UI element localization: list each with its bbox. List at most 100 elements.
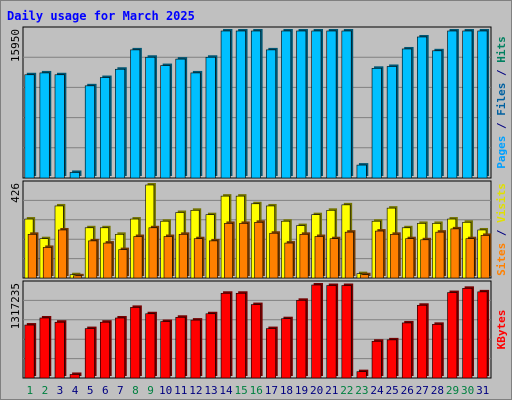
bar-kbytes-day-20 bbox=[311, 284, 322, 379]
day-label-7: 7 bbox=[117, 384, 124, 397]
bar-sites-day-4 bbox=[73, 275, 83, 279]
bar-kbytes-day-13 bbox=[205, 313, 216, 379]
bar-sites-day-22 bbox=[344, 231, 354, 279]
day-label-28: 28 bbox=[431, 384, 444, 397]
day-label-14: 14 bbox=[219, 384, 233, 397]
bar-kbytes-day-24 bbox=[371, 340, 382, 379]
bar-hits-day-17 bbox=[266, 49, 277, 179]
bar-hits-day-1 bbox=[24, 74, 35, 179]
bar-hits-day-27 bbox=[417, 36, 427, 179]
axis-label-top: Pages / Files / Hits bbox=[495, 36, 508, 169]
bar-hits-day-19 bbox=[296, 30, 307, 179]
axis-label-part: Files bbox=[495, 83, 508, 116]
bar-sites-day-16 bbox=[254, 222, 264, 279]
bar-kbytes-day-11 bbox=[175, 316, 186, 379]
bar-hits-day-6 bbox=[99, 77, 110, 179]
bar-kbytes-day-22 bbox=[341, 285, 352, 379]
bar-sites-day-1 bbox=[27, 234, 37, 279]
bar-kbytes-day-5 bbox=[84, 328, 95, 379]
chart-title: Daily usage for March 2025 bbox=[7, 9, 195, 23]
bar-shadow bbox=[75, 273, 84, 276]
bar-hits-day-9 bbox=[145, 56, 156, 179]
bar-kbytes-day-15 bbox=[235, 292, 246, 379]
bar-kbytes-day-8 bbox=[130, 307, 141, 379]
bar-sites-day-30 bbox=[465, 238, 475, 279]
day-label-11: 11 bbox=[174, 384, 187, 397]
bar-sites-day-24 bbox=[375, 230, 384, 279]
bar-sites-day-5 bbox=[88, 240, 98, 279]
ymax-label-top: 15950 bbox=[9, 29, 22, 62]
bar-kbytes-day-23 bbox=[356, 371, 367, 379]
bar-sites-day-6 bbox=[103, 242, 113, 279]
day-label-21: 21 bbox=[325, 384, 338, 397]
ymax-label-bot: 1317235 bbox=[9, 283, 22, 329]
axis-label-part: / bbox=[495, 223, 508, 243]
bar-sites-day-7 bbox=[118, 249, 128, 279]
bar-kbytes-day-10 bbox=[160, 321, 171, 379]
bar-hits-day-15 bbox=[235, 30, 246, 179]
axis-label-bot: KBytes bbox=[495, 310, 508, 350]
bar-kbytes-day-2 bbox=[39, 317, 50, 379]
bar-kbytes-day-4 bbox=[69, 374, 80, 379]
ymax-label-mid: 426 bbox=[9, 183, 22, 203]
bar-sites-day-19 bbox=[299, 234, 309, 279]
bar-hits-day-18 bbox=[281, 30, 292, 179]
day-label-25: 25 bbox=[385, 384, 398, 397]
bar-hits-day-22 bbox=[341, 30, 352, 179]
bar-sites-day-29 bbox=[450, 228, 460, 279]
bar-sites-day-20 bbox=[314, 236, 324, 279]
day-label-26: 26 bbox=[401, 384, 414, 397]
bar-sites-day-12 bbox=[193, 238, 203, 279]
bar-hits-day-28 bbox=[432, 50, 443, 179]
bar-sites-day-23 bbox=[359, 274, 369, 279]
bar-hits-day-7 bbox=[115, 68, 126, 179]
bar-hits-day-29 bbox=[447, 30, 458, 179]
bar-sites-day-17 bbox=[269, 232, 279, 279]
day-label-10: 10 bbox=[159, 384, 172, 397]
day-label-27: 27 bbox=[416, 384, 429, 397]
bar-sites-day-21 bbox=[329, 238, 339, 279]
day-label-6: 6 bbox=[102, 384, 109, 397]
bar-hits-day-13 bbox=[205, 56, 216, 179]
bar-shadow bbox=[362, 272, 371, 276]
axis-label-part: Pages bbox=[495, 136, 508, 169]
bar-kbytes-day-1 bbox=[24, 324, 35, 379]
bar-sites-day-9 bbox=[148, 227, 158, 279]
bar-kbytes-day-17 bbox=[266, 328, 277, 379]
axis-label-part: Visits bbox=[495, 183, 508, 223]
day-label-24: 24 bbox=[370, 384, 384, 397]
bar-sites-day-10 bbox=[163, 236, 173, 279]
bar-hits-day-16 bbox=[250, 30, 261, 179]
bar-sites-day-14 bbox=[224, 223, 233, 279]
bar-hits-day-30 bbox=[462, 30, 473, 179]
bar-kbytes-day-14 bbox=[220, 292, 231, 379]
bar-sites-day-15 bbox=[239, 223, 249, 279]
bar-hits-day-10 bbox=[160, 65, 171, 179]
day-label-4: 4 bbox=[72, 384, 79, 397]
day-label-16: 16 bbox=[250, 384, 263, 397]
axis-label-part: Sites bbox=[495, 243, 508, 276]
bar-sites-day-2 bbox=[42, 247, 52, 279]
day-label-30: 30 bbox=[461, 384, 474, 397]
axis-label-part: / bbox=[495, 116, 508, 136]
day-label-3: 3 bbox=[57, 384, 64, 397]
bar-kbytes-day-19 bbox=[296, 300, 307, 379]
axis-label-part: Hits bbox=[495, 36, 508, 63]
day-label-2: 2 bbox=[42, 384, 49, 397]
bar-hits-day-21 bbox=[326, 30, 337, 179]
bar-kbytes-day-9 bbox=[145, 313, 156, 379]
bar-kbytes-day-25 bbox=[386, 339, 397, 379]
bar-hits-day-5 bbox=[84, 85, 95, 179]
day-label-12: 12 bbox=[189, 384, 202, 397]
bar-kbytes-day-3 bbox=[54, 321, 65, 379]
bar-sites-day-27 bbox=[420, 239, 430, 279]
day-label-20: 20 bbox=[310, 384, 323, 397]
bar-hits-day-12 bbox=[190, 72, 201, 179]
bar-kbytes-day-27 bbox=[417, 304, 427, 379]
bar-hits-day-20 bbox=[311, 30, 322, 179]
bar-kbytes-day-29 bbox=[447, 292, 458, 379]
bar-hits-day-14 bbox=[220, 30, 231, 179]
bar-sites-day-3 bbox=[58, 229, 67, 279]
